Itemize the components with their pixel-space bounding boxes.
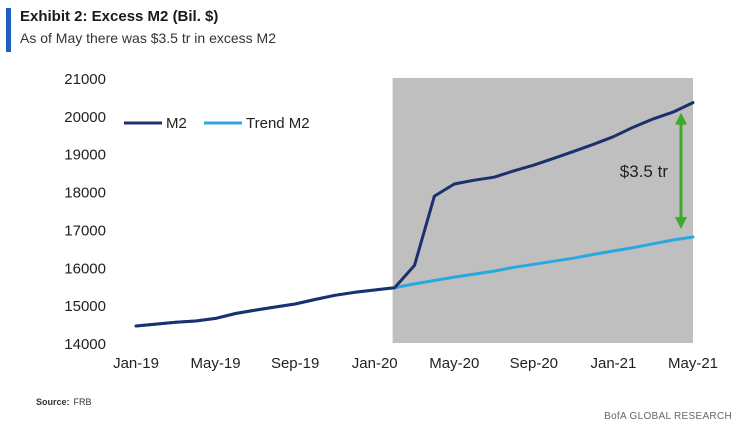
y-tick-label: 21000 bbox=[64, 71, 106, 88]
x-tick-label: Sep-20 bbox=[510, 355, 558, 372]
title-accent-bar bbox=[6, 8, 11, 52]
y-tick-label: 18000 bbox=[64, 185, 106, 202]
y-tick-label: 16000 bbox=[64, 260, 106, 277]
x-tick-label: Jan-19 bbox=[113, 355, 159, 372]
annotation-label: $3.5 tr bbox=[620, 162, 669, 181]
source-value: FRB bbox=[73, 397, 92, 407]
legend-label: Trend M2 bbox=[246, 115, 310, 132]
annotation-arrow-head-top bbox=[675, 112, 687, 125]
source-label: Source: bbox=[36, 397, 70, 407]
x-tick-label: Jan-20 bbox=[352, 355, 398, 372]
series-line-m2 bbox=[134, 101, 695, 328]
annotation-arrow-head-bottom bbox=[675, 217, 687, 229]
y-tick-label: 14000 bbox=[64, 336, 106, 353]
brand-footer: BofA GLOBAL RESEARCH bbox=[604, 411, 732, 422]
y-tick-label: 17000 bbox=[64, 222, 106, 239]
x-tick-label: May-19 bbox=[191, 355, 241, 372]
x-tick-label: May-21 bbox=[668, 355, 718, 372]
y-tick-label: 19000 bbox=[64, 147, 106, 164]
legend-label: M2 bbox=[166, 115, 187, 132]
x-tick-label: May-20 bbox=[429, 355, 479, 372]
x-tick-label: Jan-21 bbox=[590, 355, 636, 372]
y-tick-label: 15000 bbox=[64, 298, 106, 315]
chart-subtitle: As of May there was $3.5 tr in excess M2 bbox=[20, 30, 276, 46]
chart-title: Exhibit 2: Excess M2 (Bil. $) bbox=[20, 8, 219, 25]
y-tick-label: 20000 bbox=[64, 109, 106, 126]
source-note: Source: FRB bbox=[36, 397, 92, 407]
x-tick-label: Sep-19 bbox=[271, 355, 319, 372]
shaded-region bbox=[392, 78, 693, 343]
